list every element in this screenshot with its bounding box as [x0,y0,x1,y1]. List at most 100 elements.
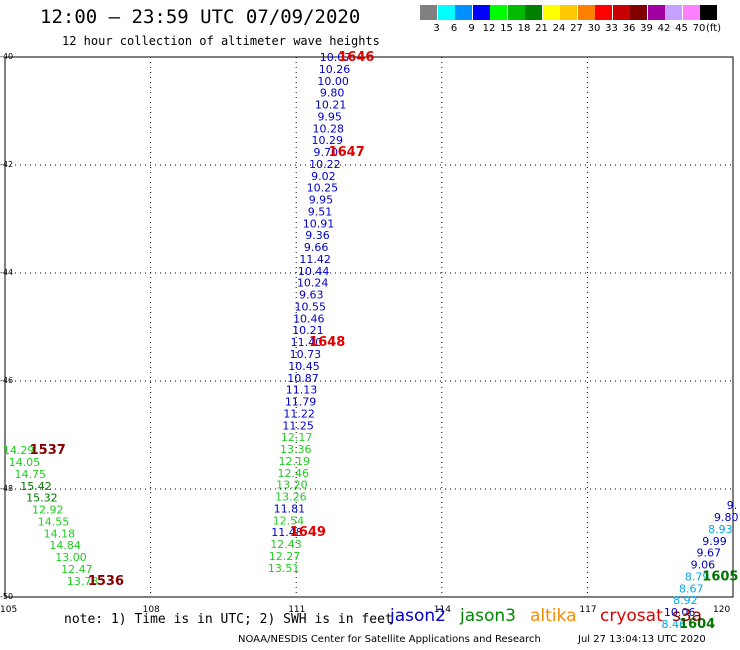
wave-height-value: 11.25 [282,419,314,432]
legend-bin-label: 36 [622,23,636,34]
pass-time-label: 1647 [329,145,365,160]
satellite-jason3: jason3 [460,606,516,626]
wave-height-value: 9. [727,499,738,512]
legend-swatch [507,5,525,20]
wave-height-value: 8.93 [708,523,733,536]
wave-height-value: 12.47 [61,563,93,576]
wave-height-value: 10.21 [292,324,324,337]
wave-height-value: 10.29 [312,134,344,147]
x-tick-label: 108 [142,605,160,615]
pass-time-label: 1646 [338,50,374,65]
wave-height-value: 11.13 [286,384,318,397]
legend-bin-label: 18 [517,23,531,34]
wave-height-value: 15.32 [26,492,58,505]
legend-bin-label: 6 [450,23,458,34]
legend-swatch [472,5,490,20]
wave-height-value: 10.06 [664,606,696,619]
chart-subtitle: 12 hour collection of altimeter wave hei… [62,34,380,48]
wave-height-value: 8.79 [685,570,710,583]
wave-height-value: 10.91 [303,217,335,230]
wave-height-value: 8.46 [662,618,687,631]
wave-height-value: 9.80 [320,87,345,100]
wave-height-value: 12.43 [270,538,302,551]
legend-bin-label: 9 [468,23,475,34]
wave-height-value: 9.95 [309,194,334,207]
chart-title: 12:00 – 23:59 UTC 07/09/2020 [40,6,361,28]
legend-bin-label: 30 [587,23,601,34]
y-tick-label: -48 [0,484,14,493]
wave-height-value: 10.87 [287,372,319,385]
legend-bin-label: 21 [535,23,548,34]
legend-bin-label: 42 [657,23,671,34]
wave-height-value: 11.22 [283,407,315,420]
wave-height-value: 10.46 [293,312,325,325]
wave-height-value: 12.27 [269,550,301,563]
legend-swatch [665,5,682,20]
y-tick-label: -40 [0,52,14,61]
wave-height-value: 10.00 [317,75,349,88]
pass-time-label: 1604 [679,617,715,632]
legend-swatch [630,5,647,20]
x-tick-label: 120 [713,605,731,615]
wave-height-value: 10.55 [295,300,327,313]
legend-bin-label: 12 [482,23,496,34]
wave-height-value: 8.92 [673,594,698,607]
pass-time-label: 1536 [88,574,124,589]
credit-line: NOAA/NESDIS Center for Satellite Applica… [238,634,541,645]
legend-bin-label: 27 [570,23,583,34]
legend-swatch [560,5,577,20]
wave-height-value: 10.25 [307,182,339,195]
x-tick-label: 114 [433,605,451,615]
wave-height-value: 11.42 [299,253,331,266]
satellite-s3a: s3a [672,606,703,626]
wave-height-value: 12.17 [281,431,313,444]
pass-time-label: 1537 [30,443,66,458]
pass-time-label: 1648 [309,335,345,350]
wave-height-value: 14.29 [3,444,35,457]
wave-height-value: 9.02 [311,170,336,183]
wave-height-value: 9.99 [702,535,727,548]
wave-height-value: 10.73 [290,348,322,361]
legend-bin-label: 15 [500,23,513,34]
wave-height-value: 13.20 [276,479,308,492]
wave-height-value: 9.51 [308,205,333,218]
legend-swatch [420,5,437,20]
y-tick-label: -46 [0,376,14,385]
wave-height-value: 10.26 [319,63,351,76]
wave-height-value: 14.18 [44,527,76,540]
legend-unit: (ft) [706,23,722,34]
wave-height-value: 9.36 [305,229,330,242]
wave-height-value: 10.44 [298,265,330,278]
legend-swatch [525,5,542,20]
footer-note: note: 1) Time is in UTC; 2) SWH is in fe… [64,612,393,627]
wave-height-value: 10.24 [297,277,329,290]
wave-height-value: 14.55 [38,515,70,528]
wave-height-value: 9.63 [299,289,324,302]
legend-swatch [577,5,595,20]
wave-height-value: 9.67 [696,547,721,560]
pass-time-label: 1649 [290,525,326,540]
wave-height-value: 11.48 [271,526,303,539]
legend-bin-label: 33 [605,23,618,34]
wave-height-value: 11.81 [274,502,306,515]
wave-height-value: 12.54 [273,514,305,527]
wave-height-value: 13.36 [280,443,312,456]
wave-height-value: 15.42 [20,480,52,493]
wave-height-value: 14.05 [9,456,41,469]
wave-height-value: 8.67 [679,582,704,595]
wave-height-value: 9.95 [317,110,342,123]
wave-height-value: 9.66 [304,241,329,254]
pass-time-label: 1605 [702,569,738,584]
wave-height-value: 12.92 [32,504,64,517]
legend-bin-label: 3 [433,23,440,34]
y-tick-label: -50 [0,592,14,601]
wave-height-value: 14.84 [49,539,81,552]
satellite-jason2: jason2 [390,606,446,626]
legend-swatch [647,5,665,20]
wave-height-value: 14.75 [14,468,46,481]
wave-height-value: 13.26 [275,491,307,504]
legend-swatch [682,5,700,20]
wave-height-value: 10.07 [320,51,352,64]
x-tick-label: 105 [0,605,18,615]
